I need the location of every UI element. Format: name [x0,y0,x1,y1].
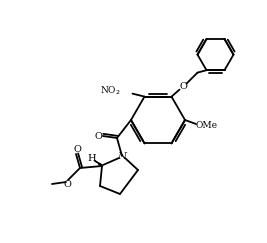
Text: O: O [63,180,71,189]
Text: O: O [94,131,102,140]
Text: OMe: OMe [196,121,218,130]
Text: H: H [88,154,96,163]
Text: N: N [117,151,127,160]
Text: O: O [180,82,187,91]
Text: NO$_2$: NO$_2$ [100,84,120,97]
Text: O: O [73,145,81,154]
